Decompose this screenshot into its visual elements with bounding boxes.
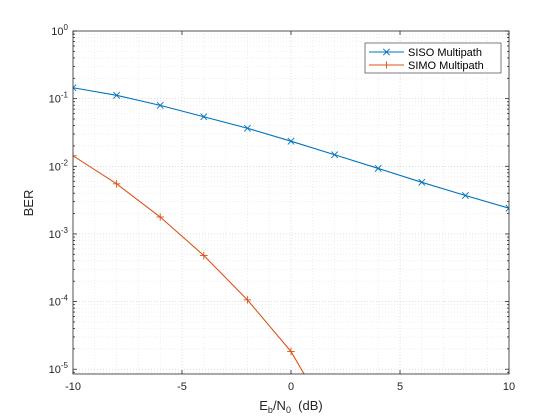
- marker-stroke: [505, 207, 509, 212]
- legend-label-simo-multipath: SIMO Multipath: [408, 60, 484, 72]
- marker-stroke: [382, 48, 391, 56]
- y-tick-label: 10-3: [49, 226, 69, 241]
- siso-multipath-point: [374, 164, 382, 172]
- marker-stroke: [461, 191, 469, 200]
- simo-multipath-point: [73, 151, 77, 160]
- siso-multipath-point: [418, 178, 426, 186]
- marker-stroke: [331, 151, 339, 159]
- simo-multipath-point: [112, 180, 121, 188]
- y-tick-label: 10-1: [49, 91, 69, 106]
- simo-multipath-point: [156, 213, 164, 221]
- marker-stroke: [243, 124, 251, 132]
- y-tick-label: 100: [51, 23, 68, 38]
- siso-multipath-point: [461, 191, 469, 200]
- legend-marker-siso-multipath: [382, 48, 391, 56]
- simo-multipath-point: [200, 251, 208, 260]
- x-tick-label: 10: [503, 381, 515, 393]
- legend-label-siso-multipath: SISO Multipath: [408, 47, 482, 59]
- x-tick-label: -10: [65, 381, 81, 393]
- marker-stroke: [287, 137, 295, 145]
- siso-multipath-point: [287, 137, 295, 145]
- siso-multipath-point: [243, 124, 251, 132]
- tick-layer: -10 -5 0 5 10 10-5 10-4 10-3 10-2 10-1 100: [49, 23, 516, 393]
- siso-multipath-point: [73, 84, 77, 92]
- simo-multipath-point: [243, 296, 252, 304]
- marker-stroke: [200, 113, 208, 121]
- marker-stroke: [505, 204, 509, 209]
- x-tick-label: 5: [397, 381, 403, 393]
- marker-stroke: [113, 91, 121, 99]
- y-tick-label: 10-2: [49, 158, 69, 173]
- marker-stroke: [156, 101, 164, 109]
- siso-multipath-point: [505, 204, 509, 212]
- marker-stroke: [73, 84, 77, 89]
- grid-layer: [73, 31, 509, 374]
- legend-box: [364, 42, 502, 74]
- x-tick-label: 0: [288, 381, 294, 393]
- simo-multipath-point: [287, 347, 295, 356]
- x-tick-label: -5: [177, 381, 187, 393]
- siso-multipath-point: [113, 91, 121, 99]
- series-layer: [73, 84, 509, 374]
- marker-stroke: [73, 87, 77, 92]
- x-axis-label: Eb/N0 (dB): [259, 398, 323, 415]
- siso-multipath-point: [200, 113, 208, 121]
- y-tick-label: 10-4: [49, 294, 69, 309]
- y-tick-label: 10-5: [49, 361, 69, 376]
- y-axis-label: BER: [21, 190, 36, 217]
- siso-multipath-point: [331, 151, 339, 159]
- siso-multipath-point: [156, 101, 164, 109]
- legend-marker-simo-multipath: [382, 61, 391, 69]
- marker-stroke: [374, 164, 382, 172]
- marker-stroke: [418, 178, 426, 186]
